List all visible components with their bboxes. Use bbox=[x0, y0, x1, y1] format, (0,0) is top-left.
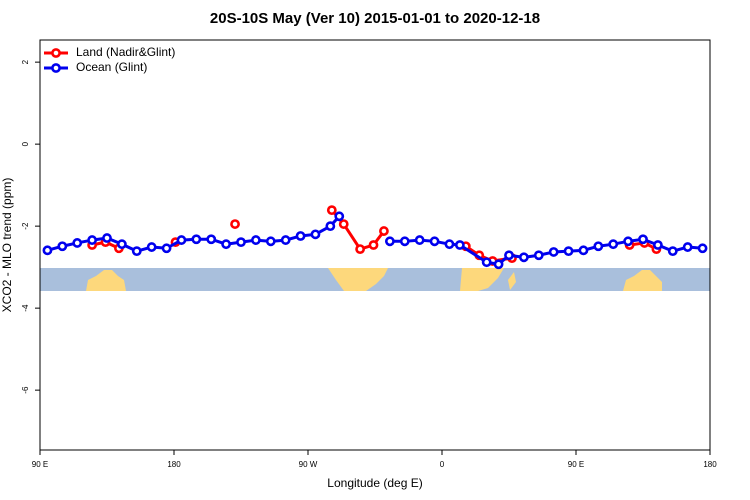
data-point bbox=[593, 241, 604, 252]
data-point bbox=[355, 244, 366, 254]
data-point bbox=[667, 246, 678, 257]
x-tick-label: 90 E bbox=[32, 460, 48, 469]
plot-frame bbox=[39, 39, 711, 451]
x-tick-label: 90 W bbox=[299, 460, 318, 469]
data-point bbox=[57, 241, 68, 252]
legend-label: Ocean (Glint) bbox=[76, 60, 147, 74]
data-point bbox=[176, 235, 187, 245]
data-point bbox=[608, 239, 619, 250]
data-point bbox=[265, 236, 276, 247]
data-point bbox=[454, 240, 465, 250]
data-point bbox=[652, 240, 663, 250]
x-tick-label: 0 bbox=[440, 460, 445, 469]
y-tick-label: 0 bbox=[21, 141, 30, 146]
land-shape bbox=[623, 270, 662, 291]
data-point bbox=[334, 211, 345, 222]
data-point bbox=[116, 239, 127, 250]
data-point bbox=[236, 237, 246, 248]
y-tick-label: 2 bbox=[21, 59, 30, 64]
data-point bbox=[368, 240, 379, 250]
land-shape bbox=[460, 268, 516, 291]
data-point bbox=[481, 257, 492, 268]
data-point bbox=[444, 239, 455, 250]
data-point bbox=[533, 250, 544, 261]
data-point bbox=[42, 245, 53, 256]
data-point bbox=[682, 242, 693, 252]
data-point bbox=[429, 236, 440, 247]
data-point bbox=[221, 239, 232, 250]
data-point bbox=[638, 234, 648, 245]
data-point bbox=[623, 236, 634, 247]
data-point bbox=[191, 234, 202, 245]
data-point bbox=[338, 219, 349, 229]
data-point bbox=[230, 219, 240, 229]
data-point bbox=[493, 259, 504, 270]
data-point bbox=[384, 236, 395, 247]
y-axis-label: XCO2 - MLO trend (ppm) bbox=[0, 178, 14, 313]
data-point bbox=[161, 243, 172, 254]
data-point bbox=[206, 234, 217, 245]
y-tick-label: -4 bbox=[21, 304, 30, 312]
data-point bbox=[518, 252, 529, 263]
data-point bbox=[295, 231, 306, 241]
x-tick-label: 90 E bbox=[568, 460, 584, 469]
data-point bbox=[379, 226, 389, 236]
data-point bbox=[102, 233, 112, 243]
legend-marker bbox=[51, 48, 61, 58]
y-tick-label: -6 bbox=[21, 386, 30, 394]
land-shape bbox=[328, 268, 388, 291]
data-point bbox=[146, 242, 157, 252]
data-point bbox=[87, 235, 98, 245]
data-point bbox=[280, 235, 291, 245]
data-point bbox=[563, 246, 574, 257]
chart-title: 20S-10S May (Ver 10) 2015-01-01 to 2020-… bbox=[210, 10, 540, 27]
data-point bbox=[131, 246, 142, 257]
legend-label: Land (Nadir&Glint) bbox=[76, 45, 175, 59]
land-shape bbox=[86, 270, 126, 291]
data-point bbox=[72, 238, 83, 248]
data-point bbox=[548, 247, 559, 257]
data-point bbox=[399, 236, 410, 247]
y-tick-label: -2 bbox=[21, 222, 30, 230]
data-point bbox=[697, 243, 708, 254]
x-tick-label: 180 bbox=[703, 460, 717, 469]
x-tick-label: 180 bbox=[167, 460, 181, 469]
surface-mask bbox=[40, 268, 710, 291]
data-point bbox=[504, 250, 514, 261]
data-point bbox=[414, 235, 425, 245]
x-axis-label: Longitude (deg E) bbox=[327, 476, 422, 490]
data-point bbox=[310, 229, 321, 240]
legend: Land (Nadir&Glint)Ocean (Glint) bbox=[44, 45, 175, 74]
data-point bbox=[325, 221, 336, 232]
data-point bbox=[578, 245, 589, 256]
data-point bbox=[250, 235, 261, 245]
legend-marker bbox=[51, 63, 61, 73]
data-point bbox=[326, 205, 337, 216]
